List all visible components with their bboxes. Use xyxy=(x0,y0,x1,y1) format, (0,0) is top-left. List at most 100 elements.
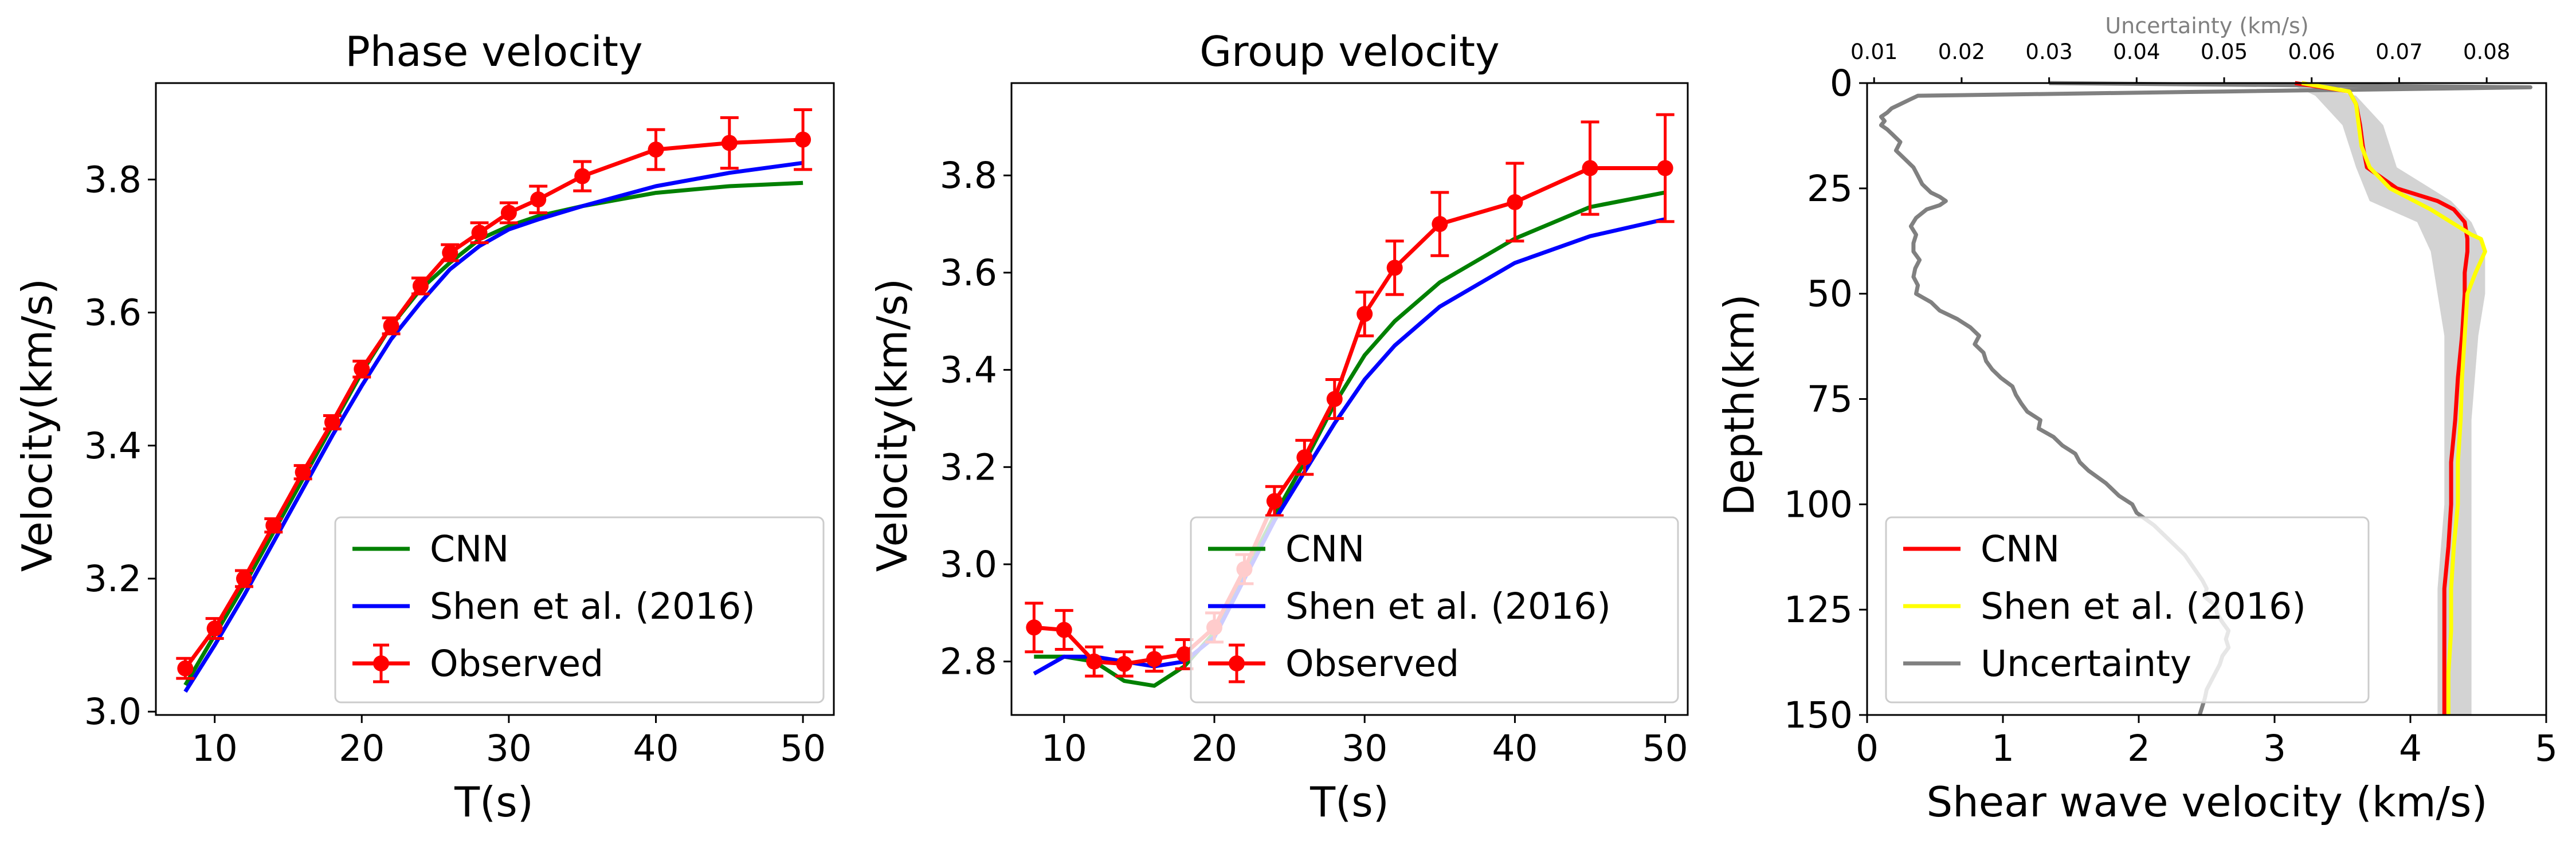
top-x-tick-label: 0.07 xyxy=(2375,40,2422,64)
y-tick-label: 3.4 xyxy=(84,425,142,467)
top-x-tick-label: 0.01 xyxy=(1850,40,1897,64)
data-point xyxy=(1657,160,1673,176)
data-point xyxy=(795,131,811,148)
series-line-shen xyxy=(2301,81,2487,715)
data-point xyxy=(383,317,399,334)
y-tick-label: 3.6 xyxy=(84,292,142,334)
x-tick-label: 10 xyxy=(192,728,238,769)
y-tick-label: 3.8 xyxy=(940,155,997,197)
data-point xyxy=(1432,216,1448,233)
x-tick-label: 40 xyxy=(633,728,679,769)
x-axis-label: T(s) xyxy=(454,778,534,826)
data-point xyxy=(648,142,664,158)
data-point xyxy=(1326,391,1343,407)
y-axis-label: Depth(km) xyxy=(1715,294,1763,516)
data-point xyxy=(1356,306,1373,323)
series-line-shen xyxy=(183,160,803,693)
phase-velocity-panel: Phase velocity T(s) Velocity(km/s) CNN Sh… xyxy=(13,27,835,826)
data-point xyxy=(1296,449,1313,466)
y-tick-label: 2.8 xyxy=(940,641,997,683)
data-point xyxy=(1507,194,1523,210)
y-axis-label: Velocity(km/s) xyxy=(13,278,61,572)
top-x-tick-label: 0.02 xyxy=(1938,40,1985,64)
y-tick-label: 3.2 xyxy=(940,446,997,488)
y-tick-label: 3.8 xyxy=(84,159,142,201)
data-point xyxy=(1176,646,1193,662)
x-axis-label: Shear wave velocity (km/s) xyxy=(1926,778,2487,826)
data-point xyxy=(1116,655,1132,672)
x-tick-label: 50 xyxy=(780,728,826,769)
data-point xyxy=(295,464,311,481)
panel-title: Phase velocity xyxy=(345,27,642,76)
x-tick-label: 50 xyxy=(1642,728,1688,769)
top-x-tick-label: 0.04 xyxy=(2113,40,2160,64)
data-point xyxy=(500,205,517,221)
data-point xyxy=(574,168,591,184)
x-axis-label: T(s) xyxy=(1309,778,1389,826)
x-tick-label: 40 xyxy=(1492,728,1538,769)
legend-label: CNN xyxy=(1981,528,2060,570)
x-tick-label: 2 xyxy=(2127,728,2150,769)
legend-label: Shen et al. (2016) xyxy=(1981,585,2306,627)
legend-label: CNN xyxy=(1285,528,1365,570)
data-point xyxy=(324,414,340,431)
y-tick-label: 3.4 xyxy=(940,349,997,391)
x-tick-label: 0 xyxy=(1856,728,1879,769)
x-tick-label: 1 xyxy=(1991,728,2014,769)
y-tick-label: 75 xyxy=(1807,379,1853,421)
y-tick-label: 50 xyxy=(1807,273,1853,315)
top-x-tick-label: 0.08 xyxy=(2463,40,2510,64)
y-axis-label: Velocity(km/s) xyxy=(868,278,916,572)
data-point xyxy=(412,278,429,294)
axes-frame xyxy=(1010,82,1689,716)
legend-label: Observed xyxy=(430,643,603,685)
y-tick-label: 150 xyxy=(1784,694,1853,736)
y-tick-label: 3.0 xyxy=(940,544,997,585)
x-tick-label: 5 xyxy=(2535,728,2558,769)
y-tick-label: 100 xyxy=(1784,484,1853,525)
data-point xyxy=(1146,651,1163,667)
data-point xyxy=(471,225,488,241)
y-tick-label: 3.0 xyxy=(84,691,142,733)
data-point xyxy=(1582,160,1598,176)
data-point xyxy=(1386,260,1403,276)
data-point xyxy=(177,660,194,677)
legend-box xyxy=(334,516,825,704)
panel-title: Group velocity xyxy=(1199,27,1499,76)
x-tick-label: 3 xyxy=(2263,728,2286,769)
uncertainty-band xyxy=(2288,83,2485,715)
x-tick-label: 4 xyxy=(2399,728,2422,769)
x-tick-label: 10 xyxy=(1041,728,1087,769)
group-velocity-panel: Group velocity T(s) Velocity(km/s) CNN Sh… xyxy=(868,27,1689,826)
legend-label: CNN xyxy=(430,528,509,570)
data-point xyxy=(236,570,252,587)
legend-box xyxy=(1885,516,2370,704)
y-tick-label: 3.6 xyxy=(940,252,997,294)
top-x-tick-label: 0.06 xyxy=(2288,40,2335,64)
legend-label: Shen et al. (2016) xyxy=(430,585,755,627)
top-axis-label: Uncertainty (km/s) xyxy=(2105,13,2308,38)
x-tick-label: 30 xyxy=(1342,728,1387,769)
data-point xyxy=(354,361,370,378)
data-point xyxy=(1266,493,1283,509)
y-tick-label: 25 xyxy=(1807,168,1853,210)
shear-velocity-panel: Uncertainty (km/s) Shear wave velocity (… xyxy=(1715,13,2558,826)
data-point xyxy=(442,245,458,261)
y-tick-label: 125 xyxy=(1784,589,1853,631)
data-point xyxy=(265,517,282,534)
data-point xyxy=(206,620,223,637)
x-tick-label: 30 xyxy=(486,728,532,769)
legend-label: Shen et al. (2016) xyxy=(1285,585,1611,627)
data-point xyxy=(1056,622,1072,638)
top-x-tick-label: 0.05 xyxy=(2201,40,2248,64)
legend-box xyxy=(1190,516,1679,704)
y-tick-label: 3.2 xyxy=(84,558,142,600)
legend-label: Observed xyxy=(1285,643,1459,685)
x-tick-label: 20 xyxy=(339,728,385,769)
legend-label: Uncertainty xyxy=(1981,643,2191,685)
axes-frame xyxy=(155,82,835,716)
data-point xyxy=(721,135,738,151)
data-point xyxy=(530,191,547,208)
x-tick-label: 20 xyxy=(1191,728,1237,769)
